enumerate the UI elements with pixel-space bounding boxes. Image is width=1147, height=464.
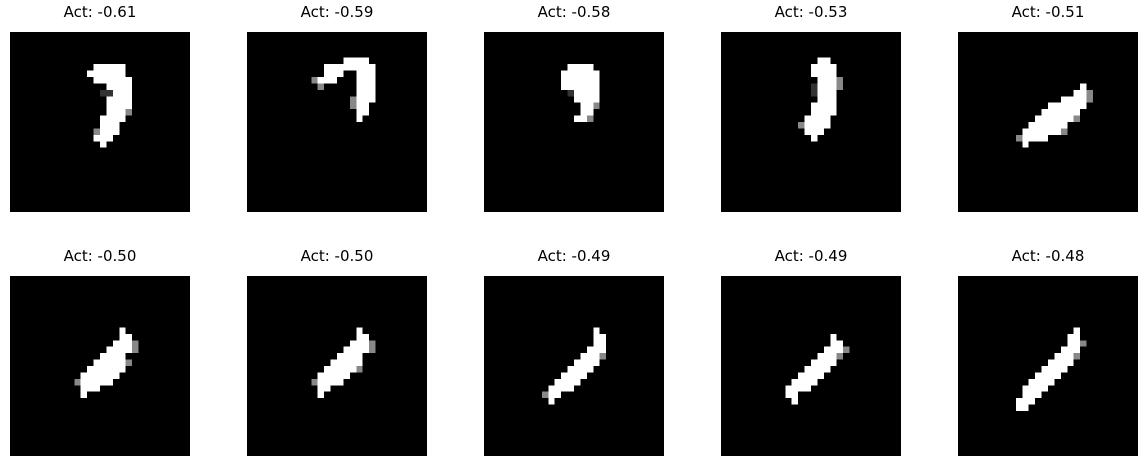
digit-image	[958, 276, 1138, 456]
panel-4: Act: -0.53	[721, 2, 901, 212]
panel-7: Act: -0.50	[247, 246, 427, 456]
panel-5: Act: -0.51	[958, 2, 1138, 212]
panel-title: Act: -0.58	[537, 3, 611, 21]
panel-8: Act: -0.49	[484, 246, 664, 456]
panel-9: Act: -0.49	[721, 246, 901, 456]
panel-title: Act: -0.50	[63, 247, 137, 265]
digit-image	[484, 32, 664, 212]
panel-title: Act: -0.50	[300, 247, 374, 265]
panel-title: Act: -0.61	[63, 3, 137, 21]
digit-image	[10, 32, 190, 212]
panel-1: Act: -0.61	[10, 2, 190, 212]
panel-title: Act: -0.49	[537, 247, 611, 265]
digit-image	[721, 276, 901, 456]
panel-2: Act: -0.59	[247, 2, 427, 212]
digit-image	[247, 276, 427, 456]
digit-image	[484, 276, 664, 456]
panel-10: Act: -0.48	[958, 246, 1138, 456]
digit-image	[10, 276, 190, 456]
panel-3: Act: -0.58	[484, 2, 664, 212]
panel-title: Act: -0.59	[300, 3, 374, 21]
panel-6: Act: -0.50	[10, 246, 190, 456]
panel-title: Act: -0.48	[1011, 247, 1085, 265]
panel-title: Act: -0.49	[774, 247, 848, 265]
digit-image	[958, 32, 1138, 212]
panel-title: Act: -0.53	[774, 3, 848, 21]
digit-image	[247, 32, 427, 212]
panel-title: Act: -0.51	[1011, 3, 1085, 21]
digit-image	[721, 32, 901, 212]
